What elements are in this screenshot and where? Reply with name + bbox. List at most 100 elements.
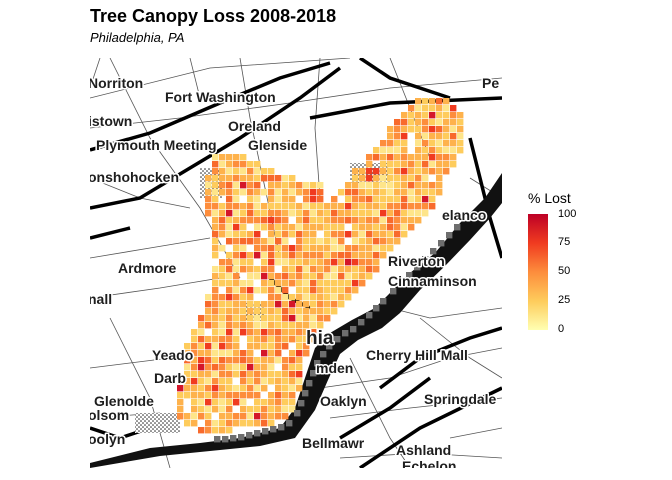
canopy-cell (317, 322, 324, 329)
map-panel[interactable]: Norriton Fort Washington Pe istown Oreland Pl… (90, 58, 502, 468)
canopy-cell (282, 294, 289, 301)
canopy-cell (219, 231, 226, 238)
canopy-cell (380, 168, 387, 175)
canopy-cell (198, 406, 205, 413)
shore-cell (366, 312, 373, 319)
canopy-cell (408, 168, 415, 175)
canopy-cell (219, 385, 226, 392)
canopy-cell (219, 280, 226, 287)
canopy-cell (212, 280, 219, 287)
canopy-cell (226, 196, 233, 203)
canopy-cell (422, 112, 429, 119)
canopy-cell (282, 266, 289, 273)
canopy-cell (387, 245, 394, 252)
canopy-cell (254, 308, 261, 315)
canopy-cell (387, 182, 394, 189)
canopy-cell (268, 343, 275, 350)
canopy-cell (401, 140, 408, 147)
canopy-cell (226, 420, 233, 427)
canopy-cell (317, 315, 324, 322)
canopy-cell (296, 329, 303, 336)
canopy-cell (198, 357, 205, 364)
canopy-cell (205, 371, 212, 378)
canopy-cell (415, 140, 422, 147)
canopy-cell (261, 245, 268, 252)
canopy-cell (366, 217, 373, 224)
canopy-cell (282, 413, 289, 420)
canopy-cell (233, 357, 240, 364)
canopy-cell (394, 238, 401, 245)
canopy-cell (233, 413, 240, 420)
canopy-cell (212, 378, 219, 385)
canopy-cell (401, 189, 408, 196)
canopy-cell (191, 385, 198, 392)
canopy-cell (198, 392, 205, 399)
canopy-cell (296, 210, 303, 217)
canopy-cell (282, 210, 289, 217)
canopy-cell (254, 336, 261, 343)
canopy-cell (254, 420, 261, 427)
canopy-cell (331, 245, 338, 252)
canopy-cell (282, 406, 289, 413)
canopy-cell (380, 161, 387, 168)
canopy-cell (282, 252, 289, 259)
shore-cell (320, 351, 327, 358)
canopy-cell (219, 189, 226, 196)
canopy-cell (205, 378, 212, 385)
canopy-cell (359, 175, 366, 182)
canopy-cell (177, 392, 184, 399)
place-label: Springdale (424, 391, 497, 407)
canopy-cell (212, 357, 219, 364)
canopy-cell (296, 378, 303, 385)
canopy-cell (408, 182, 415, 189)
canopy-cell (422, 161, 429, 168)
canopy-cell (268, 308, 275, 315)
canopy-cell (436, 119, 443, 126)
canopy-cell (338, 287, 345, 294)
canopy-cell (219, 294, 226, 301)
canopy-cell (254, 364, 261, 371)
canopy-cell (226, 343, 233, 350)
canopy-cell (212, 154, 219, 161)
map-canvas[interactable]: Norriton Fort Washington Pe istown Oreland Pl… (90, 58, 502, 468)
canopy-cell (380, 154, 387, 161)
canopy-cell (254, 182, 261, 189)
canopy-cell (429, 119, 436, 126)
canopy-cell (303, 308, 310, 315)
canopy-cell (268, 266, 275, 273)
canopy-cell (247, 210, 254, 217)
canopy-cell (324, 231, 331, 238)
canopy-cell (233, 252, 240, 259)
canopy-cell (275, 308, 282, 315)
shore-cell (298, 400, 305, 407)
canopy-cell (408, 105, 415, 112)
canopy-cell (233, 371, 240, 378)
canopy-cell (373, 189, 380, 196)
chart-title: Tree Canopy Loss 2008-2018 (90, 6, 337, 26)
canopy-cell (240, 350, 247, 357)
canopy-cell (205, 357, 212, 364)
canopy-cell (296, 287, 303, 294)
shore-cell (222, 436, 229, 443)
canopy-cell (261, 308, 268, 315)
canopy-cell (345, 259, 352, 266)
canopy-cell (359, 210, 366, 217)
canopy-cell (366, 231, 373, 238)
canopy-cell (394, 119, 401, 126)
canopy-cell (289, 336, 296, 343)
canopy-cell (331, 231, 338, 238)
canopy-cell (296, 315, 303, 322)
canopy-cell (282, 196, 289, 203)
canopy-cell (240, 161, 247, 168)
canopy-cell (289, 196, 296, 203)
canopy-loss-cells (177, 98, 464, 443)
canopy-cell (415, 217, 422, 224)
canopy-cell (310, 315, 317, 322)
canopy-cell (233, 315, 240, 322)
canopy-cell (268, 287, 275, 294)
canopy-cell (429, 154, 436, 161)
canopy-cell (247, 196, 254, 203)
canopy-cell (352, 238, 359, 245)
place-label: Ardmore (118, 260, 177, 276)
canopy-cell (380, 175, 387, 182)
